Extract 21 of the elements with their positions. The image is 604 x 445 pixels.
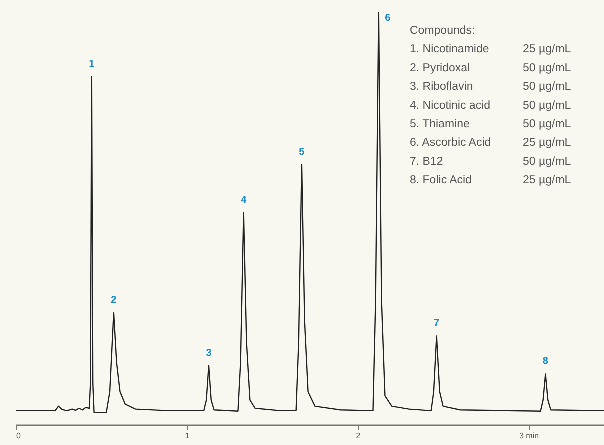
text: 1. Nicotinamide 25 µg/mL: [410, 44, 572, 56]
text: 5. Thiamine 50 µg/mL: [410, 118, 572, 130]
text: 7. B12 50 µg/mL: [410, 156, 572, 168]
text: 2. Pyridoxal 50 µg/mL: [410, 62, 572, 74]
annotation: 8: [542, 356, 549, 368]
x-tick-label: 3 min: [520, 432, 540, 440]
annotation: 1: [89, 58, 96, 70]
annotation: 4: [241, 195, 248, 206]
annotation: 7: [434, 318, 440, 330]
text: 8. Folic Acid 25 µg/mL: [410, 174, 572, 187]
x-tick-label: 0: [16, 432, 22, 440]
x-tick-label: 1: [185, 432, 190, 440]
annotation: 2: [111, 295, 118, 306]
annotation: 3: [206, 348, 212, 359]
x-tick-label: 2: [356, 432, 362, 440]
text: 6. Ascorbic Acid 25 µg/mL: [410, 137, 572, 150]
annotation: 5: [299, 146, 306, 158]
annotation: 6: [385, 13, 392, 24]
text: 4. Nicotinic acid 50 µg/mL: [410, 100, 572, 112]
annotation: Compounds:: [410, 25, 476, 37]
text: 3. Riboflavin 50 µg/mL: [410, 81, 572, 94]
